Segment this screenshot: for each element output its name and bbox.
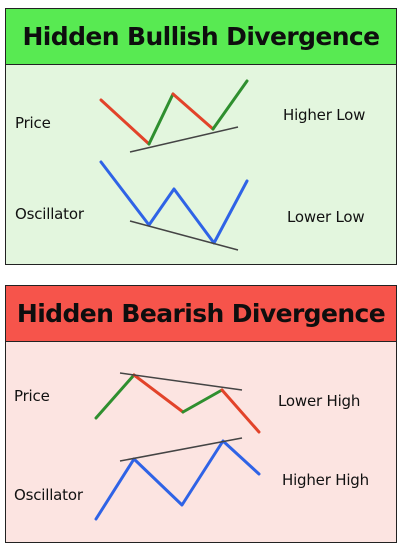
hidden-bearish-panel: Hidden Bearish Divergence Price Oscillat… (5, 285, 397, 543)
hidden-bullish-panel: Hidden Bullish Divergence Price Oscillat… (5, 8, 397, 265)
bullish-price-label: Price (15, 114, 51, 132)
bearish-oscillator-note: Higher High (282, 471, 369, 489)
bearish-price-down-segment (220, 388, 261, 434)
bearish-price-zigzag-icon (94, 373, 261, 434)
bearish-oscillator-label: Oscillator (14, 486, 83, 504)
hidden-bullish-title: Hidden Bullish Divergence (6, 9, 396, 65)
bullish-oscillator-note: Lower Low (287, 208, 365, 226)
hidden-bearish-title: Hidden Bearish Divergence (6, 286, 396, 342)
bullish-price-up-segment (147, 92, 175, 146)
bullish-price-trendline (129, 126, 239, 153)
bullish-oscillator-label: Oscillator (15, 205, 84, 223)
bearish-price-down-segment (132, 373, 185, 414)
bullish-oscillator-trendline (129, 220, 239, 251)
bearish-price-note: Lower High (278, 392, 361, 410)
bullish-price-up-segment (211, 79, 249, 131)
bullish-price-down-segment (99, 98, 151, 146)
bearish-price-label: Price (14, 387, 50, 405)
bearish-oscillator-trendline (119, 437, 243, 462)
bullish-price-down-segment (171, 92, 215, 131)
bullish-price-note: Higher Low (283, 106, 366, 124)
bullish-price-zigzag-icon (99, 79, 249, 146)
bearish-oscillator-zigzag-icon (94, 439, 261, 521)
bearish-price-up-segment (181, 388, 224, 414)
bearish-price-trendline (119, 372, 243, 391)
bearish-price-up-segment (94, 373, 136, 420)
bullish-oscillator-zigzag-icon (99, 160, 249, 245)
